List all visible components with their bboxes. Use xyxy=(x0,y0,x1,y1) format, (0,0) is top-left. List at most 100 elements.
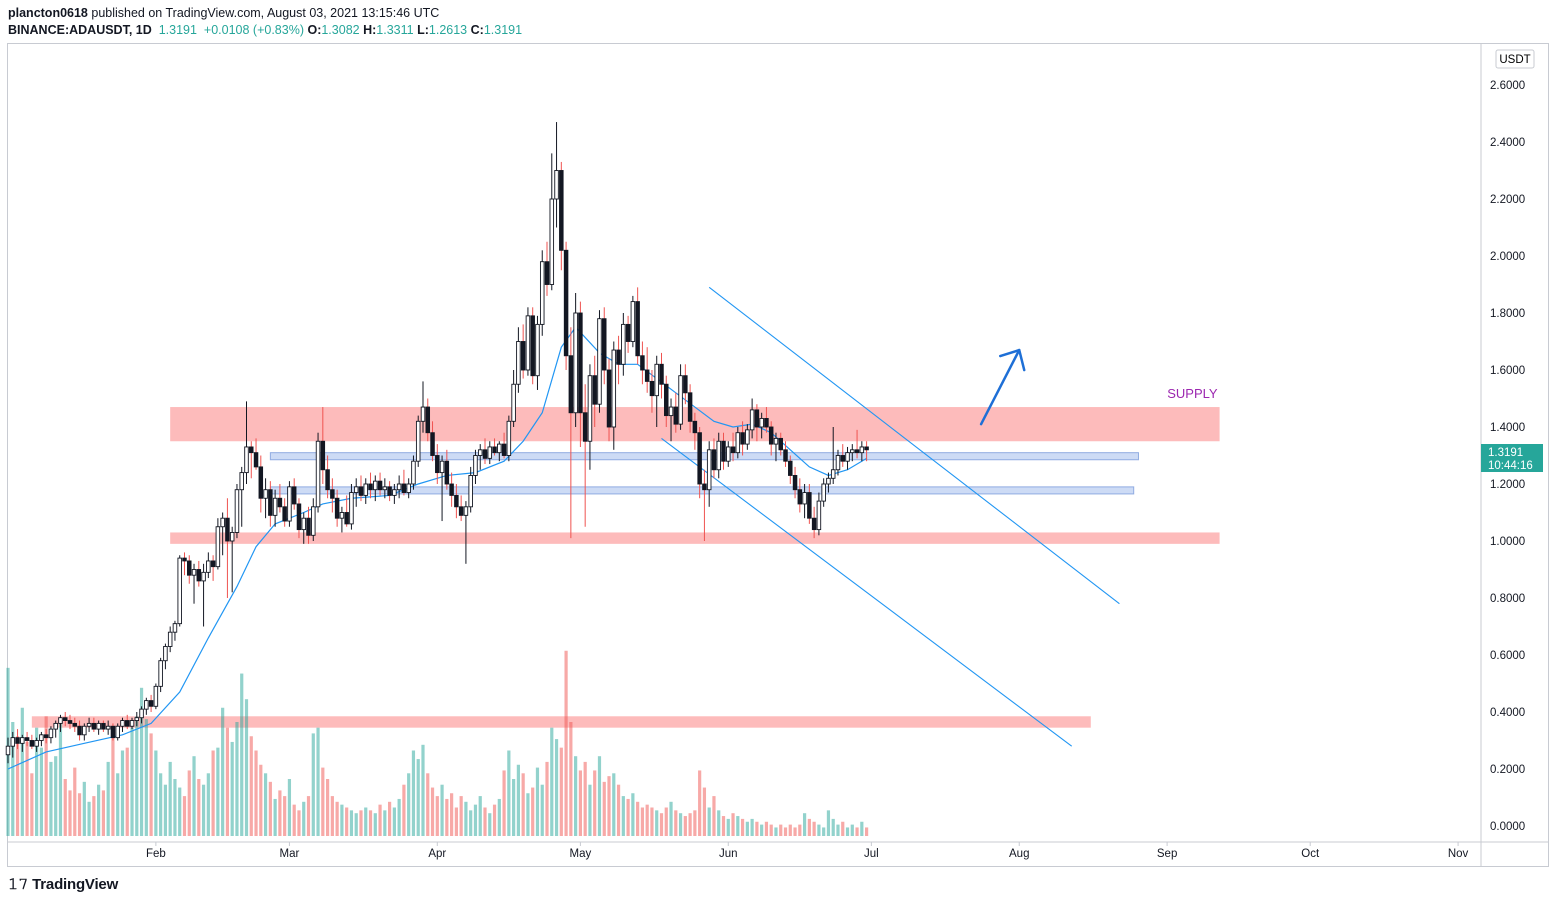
volume-bar xyxy=(92,796,96,836)
candle-body xyxy=(621,323,626,365)
candle-body xyxy=(377,480,383,491)
candle-body xyxy=(120,720,125,727)
candle-body xyxy=(654,363,659,397)
candle-body xyxy=(315,440,321,508)
candle-body xyxy=(864,446,869,451)
tradingview-logo[interactable]: 𝟷𝟽 TradingView xyxy=(8,876,118,894)
volume-bar xyxy=(244,699,249,836)
tradingview-logo-icon: 𝟷𝟽 xyxy=(8,876,29,893)
high-value: 1.3311 xyxy=(376,23,414,37)
volume-bar xyxy=(807,818,811,836)
price-tick-label: 0.0000 xyxy=(1490,821,1525,833)
price-tick-label: 0.6000 xyxy=(1490,650,1525,662)
candle-body xyxy=(711,449,717,471)
volume-bar xyxy=(545,761,549,836)
time-tick-label: May xyxy=(570,848,592,860)
candle-body xyxy=(473,455,478,476)
candle-body xyxy=(559,170,564,251)
volume-bar xyxy=(325,779,330,836)
candle-body xyxy=(110,725,116,739)
time-tick-label: Aug xyxy=(1009,848,1029,860)
volume-bar xyxy=(354,813,358,836)
candle-body xyxy=(268,489,273,516)
volume-bar xyxy=(865,827,869,836)
volume-bar xyxy=(201,784,206,836)
candle-body xyxy=(334,497,340,519)
candle-body xyxy=(306,517,311,536)
volume-bar xyxy=(364,807,368,836)
candle-body xyxy=(716,440,721,471)
candle-body xyxy=(368,483,373,491)
volume-bar xyxy=(25,741,29,836)
candle-body xyxy=(659,363,664,385)
candle-body xyxy=(53,722,58,730)
volume-bar xyxy=(621,796,625,836)
volume-bar xyxy=(631,793,635,836)
candle-body xyxy=(449,483,454,496)
candle-body xyxy=(850,449,855,454)
candle-body xyxy=(439,460,445,474)
candle-body xyxy=(291,486,297,505)
candle-body xyxy=(821,483,826,502)
candle-body xyxy=(387,486,392,496)
low-value: 1.2613 xyxy=(428,23,468,37)
volume-bar xyxy=(445,798,449,836)
candle-body xyxy=(201,571,206,582)
candle-body xyxy=(754,409,760,428)
volume-bar xyxy=(726,818,730,836)
candle-body xyxy=(606,369,612,428)
candle-body xyxy=(277,497,283,508)
volume-bar xyxy=(683,816,687,836)
candle-body xyxy=(296,503,302,531)
close-value: 1.3191 xyxy=(483,23,523,37)
volume-bar xyxy=(783,827,788,836)
candle-body xyxy=(144,700,149,710)
currency-box[interactable]: USDT xyxy=(1495,49,1535,69)
volume-bar xyxy=(798,824,802,836)
candle-body xyxy=(745,429,750,445)
candle-body xyxy=(124,720,130,727)
candle-body xyxy=(353,486,359,494)
candle-body xyxy=(454,494,459,508)
volume-bar xyxy=(159,773,163,836)
publisher-name[interactable]: plancton0618 xyxy=(8,6,88,20)
candle-body xyxy=(115,725,120,739)
candle-body xyxy=(563,249,569,357)
volume-bar xyxy=(812,821,816,836)
volume-bar xyxy=(120,750,125,836)
volume-bar xyxy=(397,798,401,836)
candle-body xyxy=(396,483,402,491)
volume-bar xyxy=(306,796,311,836)
candle-body xyxy=(501,443,507,456)
candle-body xyxy=(43,734,49,739)
candle-body xyxy=(759,418,764,428)
volume-bar xyxy=(20,707,24,836)
candle-body xyxy=(72,722,78,727)
volume-bar xyxy=(135,716,139,836)
volume-bar xyxy=(182,796,187,836)
volume-bar xyxy=(502,770,506,836)
candle-body xyxy=(77,725,82,736)
volume-bar xyxy=(378,804,382,836)
candle-body xyxy=(477,449,483,456)
arrow-head xyxy=(998,348,1026,372)
volume-bar xyxy=(860,821,864,836)
candle-body xyxy=(215,526,221,568)
candle-body xyxy=(210,560,216,568)
volume-bar xyxy=(383,810,387,836)
candle-body xyxy=(578,312,583,414)
volume-bar xyxy=(636,801,640,836)
chart-frame[interactable] xyxy=(7,43,1549,867)
volume-bar xyxy=(411,750,416,836)
candle-body xyxy=(249,446,254,454)
candle-body xyxy=(96,722,101,730)
volume-bar xyxy=(173,779,177,836)
volume-bar xyxy=(774,827,778,836)
candle-body xyxy=(282,506,287,522)
volume-bar xyxy=(316,727,320,836)
candle-body xyxy=(807,492,812,519)
candle-body xyxy=(239,472,244,491)
last-price-tag: 1.3191 10:44:16 xyxy=(1481,444,1543,472)
candle-body xyxy=(611,349,617,428)
